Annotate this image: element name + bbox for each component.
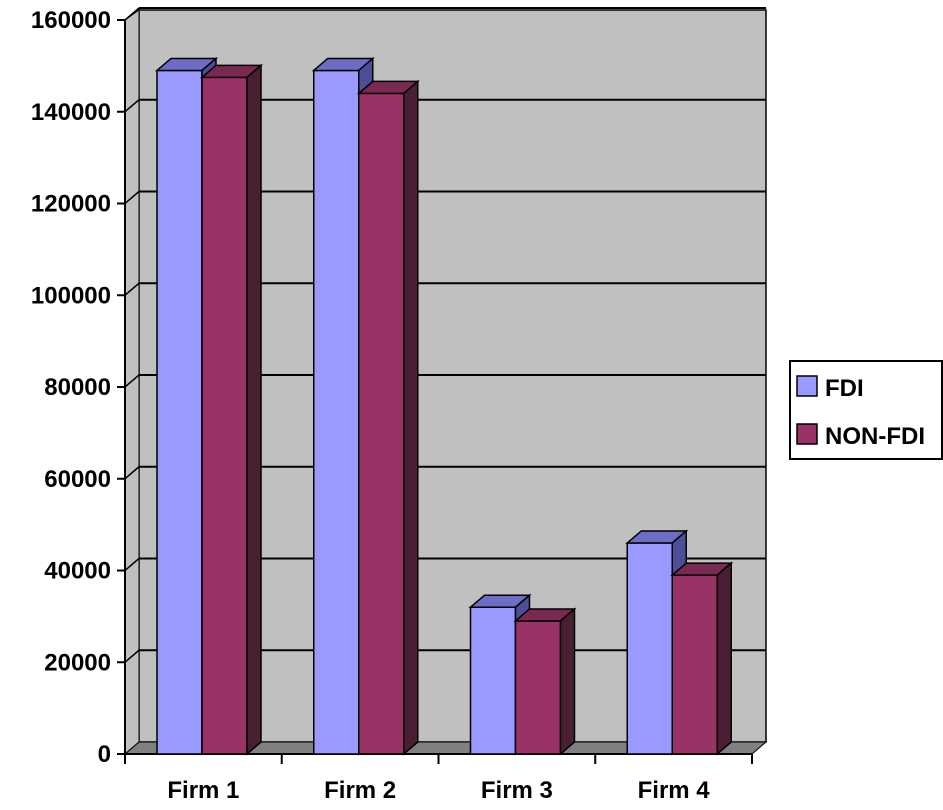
y-tick-label: 0 (98, 741, 111, 768)
bar-fdi-firm-3-front (469, 606, 517, 755)
legend-label-fdi: FDI (825, 375, 864, 402)
x-tick-label: Firm 3 (481, 777, 553, 804)
bar-non-fdi-firm-3 (513, 607, 577, 756)
legend-swatch-non-fdi (796, 423, 818, 445)
y-tick-label: 20000 (44, 649, 111, 676)
gridline-diagonal (124, 99, 140, 113)
y-tick-label: 100000 (31, 282, 111, 309)
legend: FDI NON-FDI (789, 360, 943, 460)
gridline-diagonal (124, 190, 140, 205)
bar-non-fdi-firm-2-front (358, 92, 405, 755)
x-tick-label: Firm 2 (324, 777, 396, 804)
bars (154, 56, 734, 756)
y-tick-label: 80000 (44, 374, 111, 401)
legend-swatch-fdi (796, 375, 818, 397)
bar-non-fdi-firm-1-front (201, 76, 248, 755)
y-tick-labels: 0 20000 40000 60000 80000 100000 120000 140000 1… (31, 7, 111, 768)
gridline-diagonal (124, 374, 140, 388)
plot-side-wall (124, 9, 140, 756)
bar-non-fdi-firm-1-side (246, 63, 262, 756)
bar-non-fdi-firm-2 (356, 79, 420, 756)
gridline-diagonal (124, 557, 140, 572)
y-tick-label: 120000 (31, 191, 111, 218)
bar-non-fdi-firm-3-front (514, 620, 562, 755)
x-tick-label: Firm 1 (167, 777, 239, 804)
bar-non-fdi-firm-3-side (559, 607, 576, 756)
bar-non-fdi-firm-1 (199, 63, 264, 756)
bar-non-fdi-firm-4-front (671, 574, 718, 755)
y-tick-label: 160000 (31, 7, 111, 34)
y-tick-label: 40000 (44, 558, 111, 585)
gridline-diagonal (124, 466, 140, 480)
bar-non-fdi-firm-4-side (716, 561, 732, 756)
bar-non-fdi-firm-4 (670, 561, 734, 756)
y-tick-label: 140000 (31, 99, 111, 126)
bar-fdi-firm-4-front (626, 542, 673, 755)
gridline-diagonal (124, 282, 140, 296)
legend-label-non-fdi: NON-FDI (825, 423, 925, 450)
bar-fdi-firm-2-front (313, 69, 360, 755)
y-tick-label: 60000 (44, 466, 111, 493)
x-tick-labels: Firm 1 Firm 2 Firm 3 Firm 4 (167, 777, 710, 804)
gridline-diagonal (124, 649, 140, 663)
bar-non-fdi-firm-2-side (403, 79, 419, 756)
gridline-diagonal (124, 7, 140, 21)
bar-fdi-firm-1-front (156, 69, 203, 755)
x-tick-label: Firm 4 (638, 777, 711, 804)
